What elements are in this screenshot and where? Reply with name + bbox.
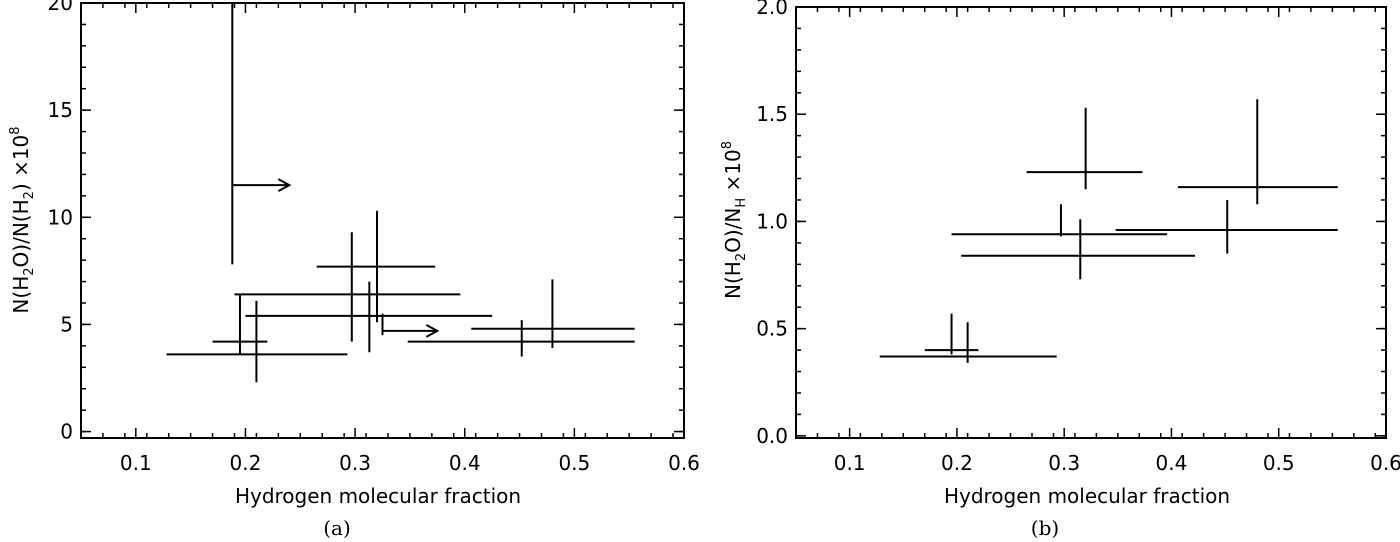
- data-point: [166, 300, 348, 383]
- panel-caption: (a): [323, 516, 351, 540]
- x-axis-title: Hydrogen molecular fraction: [235, 484, 521, 508]
- y-tick-label: 5: [60, 312, 73, 336]
- data-points: [166, 3, 635, 383]
- y-axis-title: N(H2O)/N(H2) ×108: [8, 126, 37, 313]
- x-tick-label: 0.5: [1263, 451, 1295, 475]
- x-tick-label: 0.3: [1048, 451, 1080, 475]
- x-tick-label: 0.2: [941, 451, 973, 475]
- data-point: [1026, 107, 1143, 190]
- data-point: [471, 279, 635, 348]
- y-tick-label: 10: [48, 205, 73, 229]
- x-tick-label: 0.1: [120, 451, 152, 475]
- plot-frame: [795, 6, 1387, 439]
- data-point: [1177, 99, 1338, 205]
- data-point: [381, 313, 440, 338]
- ticks: [795, 6, 1387, 438]
- data-point: [234, 232, 461, 342]
- x-tick-label: 0.6: [1370, 451, 1400, 475]
- y-tick-labels: 0 5 10 15 20: [48, 0, 73, 444]
- x-tick-label: 0.1: [834, 451, 866, 475]
- x-tick-label: 0.3: [339, 451, 371, 475]
- y-tick-label: 15: [48, 98, 73, 122]
- y-tick-label: 1.5: [756, 102, 788, 126]
- y-tick-labels: 0.0 0.5 1.0 1.5 2.0: [756, 0, 788, 448]
- x-tick-labels: 0.1 0.2 0.3 0.4 0.5 0.6: [120, 451, 700, 475]
- data-point: [951, 204, 1168, 237]
- y-axis-title: N(H2O)/NH ×108: [720, 141, 749, 299]
- data-point: [316, 210, 436, 323]
- y-tick-label: 1.0: [756, 209, 788, 233]
- panel-b: 0.1 0.2 0.3 0.4 0.5 0.6 0.0 0.5 1.0 1.5 2.0 Hydro…: [720, 0, 1400, 540]
- y-tick-label: 20: [48, 0, 73, 15]
- x-tick-label: 0.2: [230, 451, 262, 475]
- x-axis-title: Hydrogen molecular fraction: [944, 484, 1230, 508]
- data-point: [407, 320, 635, 357]
- x-tick-label: 0.5: [558, 451, 590, 475]
- x-tick-label: 0.6: [668, 451, 700, 475]
- panel-a: 0.1 0.2 0.3 0.4 0.5 0.6 0 5 10 15 20 Hydrogen mol…: [8, 0, 700, 540]
- data-point: [879, 322, 1057, 363]
- data-point: [1115, 199, 1338, 254]
- data-point: [212, 294, 268, 355]
- data-point: [924, 313, 979, 355]
- data-point: [245, 281, 493, 353]
- data-point: [231, 3, 292, 265]
- lower-limit-arrow-head: [425, 323, 440, 338]
- data-points: [879, 99, 1338, 363]
- panel-caption: (b): [1031, 516, 1059, 540]
- y-tick-label: 2.0: [756, 0, 788, 19]
- ticks: [80, 2, 685, 438]
- x-tick-labels: 0.1 0.2 0.3 0.4 0.5 0.6: [834, 451, 1400, 475]
- data-point: [961, 219, 1196, 280]
- x-tick-label: 0.4: [449, 451, 481, 475]
- y-tick-label: 0.5: [756, 317, 788, 341]
- x-tick-label: 0.4: [1156, 451, 1188, 475]
- plot-frame: [80, 2, 685, 439]
- y-tick-label: 0: [60, 420, 73, 444]
- y-tick-label: 0.0: [756, 424, 788, 448]
- lower-limit-arrow-head: [277, 178, 292, 193]
